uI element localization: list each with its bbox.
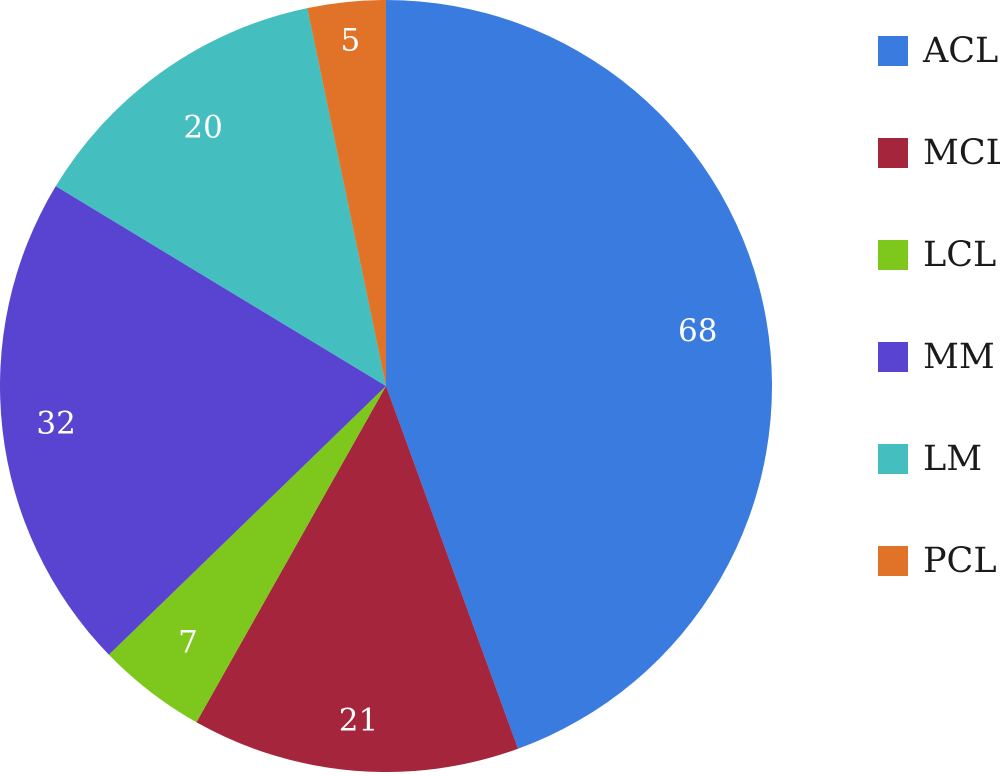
legend-label-mcl: MCL bbox=[923, 133, 1000, 173]
legend-swatch-lcl bbox=[878, 240, 908, 270]
legend-swatch-acl bbox=[878, 36, 908, 66]
pie-slices bbox=[0, 0, 772, 772]
legend-swatch-pcl bbox=[878, 546, 908, 576]
legend: ACL MCL LCL MM LM PCL bbox=[878, 31, 1000, 581]
legend-label-lm: LM bbox=[923, 439, 982, 479]
pie-slice-mm bbox=[0, 186, 387, 655]
data-label-lcl: 7 bbox=[178, 625, 198, 661]
pie-slice-mcl bbox=[196, 386, 519, 772]
legend-swatch-lm bbox=[878, 444, 908, 474]
legend-swatch-mcl bbox=[878, 138, 908, 168]
legend-swatch-mm bbox=[878, 342, 908, 372]
pie-slice-acl bbox=[386, 0, 772, 749]
pie-data-labels: 68 21 7 32 20 5 bbox=[36, 22, 717, 738]
legend-label-pcl: PCL bbox=[923, 541, 997, 581]
pie-slice-lcl bbox=[108, 386, 387, 723]
legend-label-mm: MM bbox=[923, 337, 995, 377]
data-label-mm: 32 bbox=[36, 405, 75, 441]
data-label-mcl: 21 bbox=[339, 703, 378, 739]
legend-label-lcl: LCL bbox=[923, 235, 996, 275]
pie-slice-pcl bbox=[307, 0, 386, 386]
pie-slice-lm bbox=[55, 8, 386, 386]
legend-label-acl: ACL bbox=[922, 31, 998, 71]
data-label-acl: 68 bbox=[678, 313, 717, 349]
data-label-pcl: 5 bbox=[341, 22, 361, 58]
data-label-lm: 20 bbox=[183, 110, 222, 146]
